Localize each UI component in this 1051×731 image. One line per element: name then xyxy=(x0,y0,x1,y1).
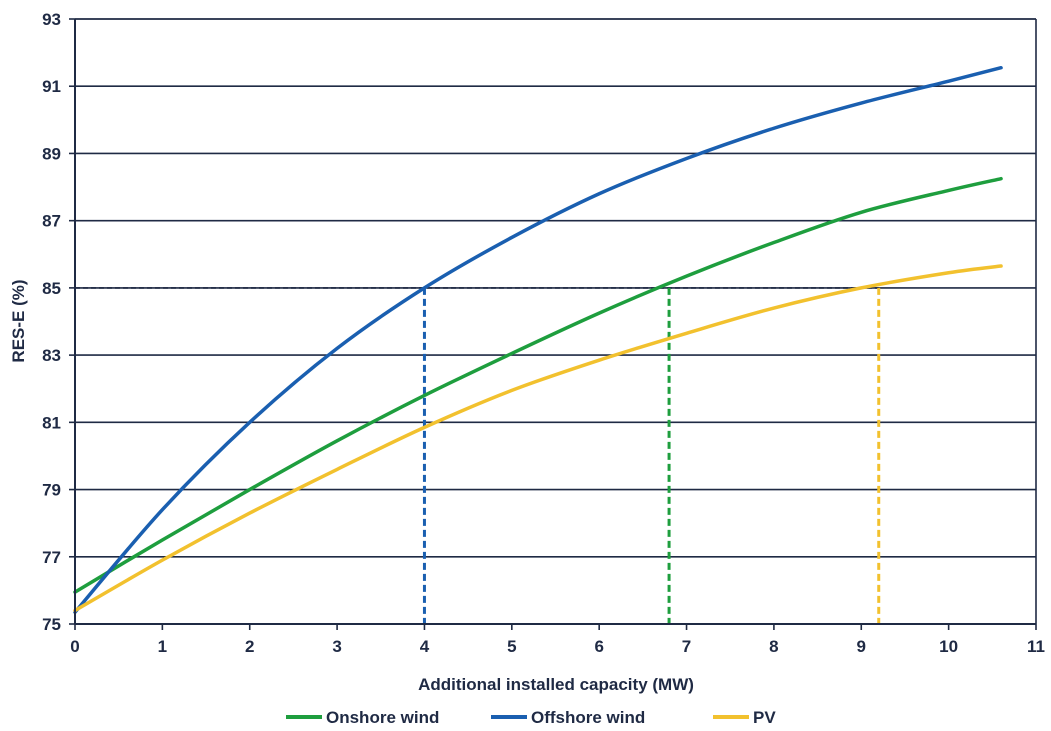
y-tick-label: 75 xyxy=(42,615,61,634)
x-axis-label: Additional installed capacity (MW) xyxy=(418,675,694,694)
y-tick-label: 89 xyxy=(42,144,61,163)
x-tick-label: 5 xyxy=(507,637,516,656)
legend-label-1: Offshore wind xyxy=(531,708,645,727)
x-tick-label: 6 xyxy=(594,637,603,656)
x-tick-label: 2 xyxy=(245,637,254,656)
series-line-2 xyxy=(73,264,1003,613)
x-tick-label: 8 xyxy=(769,637,778,656)
legend-label-0: Onshore wind xyxy=(326,708,439,727)
series-lines xyxy=(73,65,1003,614)
x-tick-label: 4 xyxy=(420,637,430,656)
x-tick-label: 11 xyxy=(1027,637,1045,656)
axes xyxy=(69,18,1037,630)
legend: Onshore wind Offshore wind PV xyxy=(286,708,776,727)
y-tick-label: 77 xyxy=(42,548,61,567)
x-tick-label: 0 xyxy=(70,637,79,656)
legend-label-2: PV xyxy=(753,708,776,727)
y-tick-label: 81 xyxy=(42,413,61,432)
y-tick-label: 93 xyxy=(42,10,61,29)
y-tick-label: 85 xyxy=(42,279,61,298)
y-tick-label: 91 xyxy=(42,77,61,96)
y-tick-label: 87 xyxy=(42,212,61,231)
series-line-1 xyxy=(73,65,1003,614)
x-tick-label: 9 xyxy=(857,637,866,656)
y-axis-label: RES-E (%) xyxy=(9,279,28,362)
y-tick-label: 79 xyxy=(42,481,61,500)
x-tick-label: 10 xyxy=(939,637,958,656)
y-tick-label: 83 xyxy=(42,346,61,365)
reference-lines xyxy=(75,287,881,624)
x-tick-label: 7 xyxy=(682,637,691,656)
series-line-0 xyxy=(73,176,1003,594)
x-tick-label: 3 xyxy=(332,637,341,656)
x-tick-label: 1 xyxy=(158,637,167,656)
